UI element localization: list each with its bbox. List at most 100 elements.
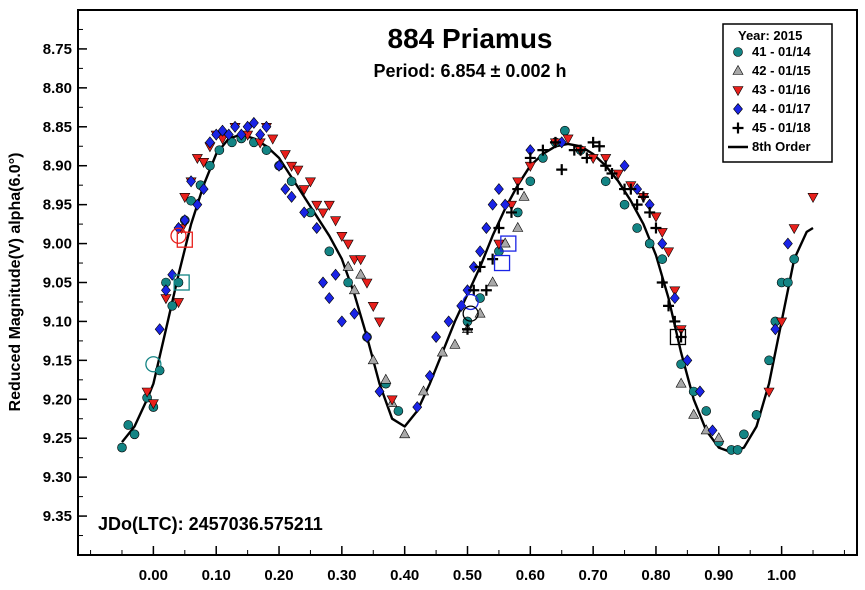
legend-label: 41 - 01/14 bbox=[752, 44, 811, 59]
legend-entry: 8th Order bbox=[728, 139, 811, 154]
data-point bbox=[443, 315, 454, 328]
data-point bbox=[763, 387, 775, 398]
y-tick-label: 9.35 bbox=[43, 508, 72, 525]
data-point bbox=[129, 429, 140, 440]
data-point bbox=[487, 276, 499, 287]
highlight-marker bbox=[462, 305, 479, 322]
highlight-marker bbox=[462, 293, 479, 311]
data-point bbox=[524, 152, 536, 164]
y-tick-label: 8.80 bbox=[43, 80, 72, 97]
data-point bbox=[367, 354, 379, 365]
highlight-marker bbox=[500, 235, 517, 252]
legend-entry: 42 - 01/15 bbox=[732, 63, 811, 78]
data-point bbox=[600, 154, 612, 165]
legend-entry: 41 - 01/14 bbox=[733, 44, 811, 59]
data-point bbox=[412, 401, 423, 414]
data-point bbox=[304, 177, 316, 188]
data-point bbox=[336, 231, 348, 242]
y-tick-label: 8.95 bbox=[43, 197, 72, 214]
data-point bbox=[342, 260, 354, 271]
data-point bbox=[468, 284, 480, 296]
legend-label: 43 - 01/16 bbox=[752, 82, 811, 97]
x-axis: 0.00 0.10 0.20 0.30 0.40 0.50 0.60 0.70 0.80 0.90… bbox=[90, 546, 845, 584]
data-point bbox=[317, 208, 329, 219]
data-point bbox=[732, 445, 743, 455]
data-point bbox=[625, 183, 637, 195]
data-point bbox=[701, 406, 712, 416]
data-point bbox=[261, 120, 272, 133]
x-tick-label: 0.40 bbox=[390, 567, 419, 584]
data-point bbox=[154, 323, 165, 336]
data-point bbox=[494, 183, 504, 196]
highlight-marker bbox=[669, 328, 687, 346]
data-point bbox=[217, 124, 228, 137]
data-point bbox=[318, 276, 328, 289]
data-point bbox=[587, 136, 599, 148]
x-tick-label: 0.70 bbox=[579, 567, 608, 584]
data-point bbox=[632, 183, 643, 196]
data-point bbox=[424, 369, 435, 382]
x-tick-label: 0.20 bbox=[264, 567, 293, 584]
x-tick-label: 0.30 bbox=[327, 567, 356, 584]
data-point bbox=[707, 424, 718, 437]
data-point bbox=[330, 216, 342, 227]
data-point bbox=[669, 315, 681, 327]
highlight-markers-layer bbox=[145, 227, 687, 373]
data-point bbox=[141, 387, 153, 398]
data-point bbox=[575, 144, 587, 156]
legend-label: 45 - 01/18 bbox=[752, 120, 811, 135]
y-tick-label: 8.90 bbox=[43, 158, 72, 175]
data-point bbox=[362, 331, 372, 343]
y-tick-label: 8.75 bbox=[43, 41, 72, 58]
data-point bbox=[783, 237, 793, 250]
y-tick-label: 9.10 bbox=[43, 313, 72, 330]
legend-box bbox=[722, 23, 833, 163]
y-tick-label: 9.25 bbox=[43, 430, 72, 447]
data-point bbox=[393, 406, 404, 416]
data-point bbox=[380, 373, 392, 384]
data-point bbox=[505, 206, 517, 218]
y-tick-label: 8.85 bbox=[43, 119, 72, 136]
data-point bbox=[343, 277, 353, 288]
legend-marker bbox=[732, 64, 744, 75]
data-point bbox=[242, 120, 253, 133]
data-point bbox=[619, 199, 630, 210]
data-point bbox=[675, 325, 687, 336]
chart-title: 884 Priamus bbox=[388, 23, 553, 54]
data-point bbox=[186, 195, 196, 206]
data-point bbox=[776, 317, 788, 328]
data-point bbox=[330, 268, 341, 281]
data-point bbox=[179, 193, 191, 203]
data-point bbox=[449, 338, 461, 349]
data-point bbox=[323, 200, 335, 211]
data-point bbox=[669, 286, 681, 297]
data-point bbox=[311, 200, 323, 211]
data-point bbox=[663, 300, 675, 312]
data-point bbox=[739, 429, 749, 440]
data-point bbox=[249, 116, 259, 129]
data-point bbox=[154, 365, 165, 376]
data-point bbox=[481, 222, 492, 234]
data-point bbox=[475, 245, 485, 258]
data-points-layer bbox=[117, 116, 819, 455]
data-point bbox=[549, 136, 561, 148]
data-point bbox=[676, 359, 686, 370]
legend-marker bbox=[733, 47, 743, 57]
data-point bbox=[299, 206, 310, 219]
data-point bbox=[214, 145, 225, 155]
legend-entry: 43 - 01/16 bbox=[732, 82, 811, 97]
data-point bbox=[261, 145, 272, 155]
data-point bbox=[236, 128, 247, 141]
data-point bbox=[783, 277, 793, 288]
data-point bbox=[581, 152, 593, 164]
data-point bbox=[324, 246, 335, 257]
data-point bbox=[298, 185, 310, 196]
data-point bbox=[770, 323, 781, 336]
data-point bbox=[117, 442, 127, 453]
data-point bbox=[311, 222, 322, 234]
data-point bbox=[349, 307, 360, 320]
data-point bbox=[751, 410, 762, 420]
data-point bbox=[211, 128, 222, 141]
data-point bbox=[173, 298, 185, 309]
